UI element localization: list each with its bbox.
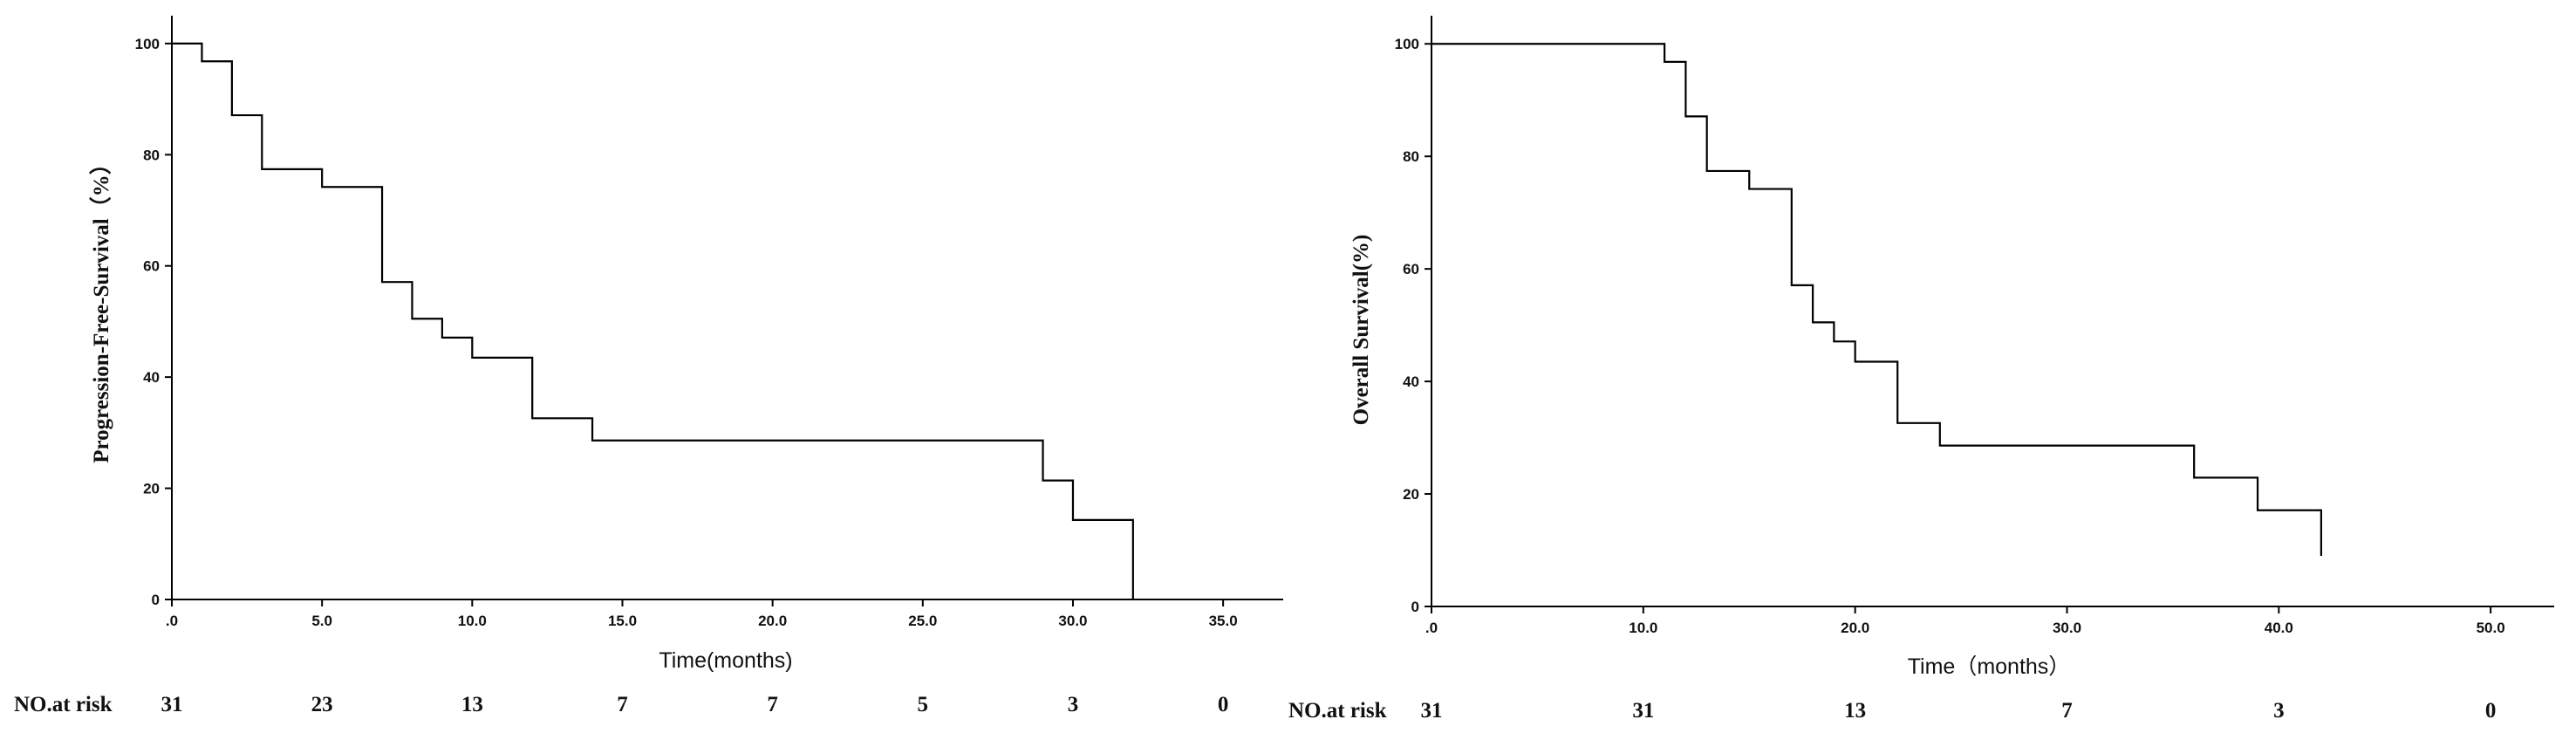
os-y-tick-label: 60 [1403, 261, 1419, 277]
pfs-risk-value: 13 [461, 693, 483, 716]
pfs-y-tick-label: 80 [143, 147, 160, 163]
os-x-tick-label: 20.0 [1841, 620, 1869, 636]
os-x-tick-label: 10.0 [1629, 620, 1657, 636]
os-y-tick-label: 0 [1411, 599, 1419, 615]
pfs-y-axis-title: Progression-Free-Survival（%） [88, 153, 113, 463]
os-risk-value: 0 [2485, 699, 2497, 723]
os-x-tick-label: 30.0 [2053, 620, 2081, 636]
os-x-tick-label: 50.0 [2477, 620, 2505, 636]
pfs-risk-value: 0 [1218, 693, 1229, 716]
os-risk-value: 31 [1632, 699, 1654, 723]
os-x-tick-label: .0 [1425, 620, 1438, 636]
pfs-y-tick-label: 0 [152, 592, 160, 608]
pfs-x-tick-label: 30.0 [1058, 613, 1087, 629]
pfs-y-tick-label: 60 [143, 258, 160, 275]
pfs-x-tick-label: 5.0 [311, 613, 332, 629]
pfs-x-tick-label: 10.0 [458, 613, 487, 629]
os-risk-value: 7 [2061, 699, 2073, 723]
pfs-x-axis-title: Time(months) [659, 648, 792, 673]
pfs-y-tick-label: 20 [143, 481, 160, 497]
os-y-tick-label: 80 [1403, 148, 1419, 165]
os-chart: 0 20 40 60 80 100 .0 10.0 20.0 30.0 40.0 50.0 Over… [1288, 16, 2554, 723]
pfs-risk-table-label: NO.at risk [14, 693, 113, 716]
pfs-x-tick-label: 15.0 [608, 613, 637, 629]
pfs-survival-curve [172, 42, 1134, 599]
os-y-tick-label: 100 [1395, 36, 1419, 52]
os-y-tick-label: 40 [1403, 373, 1419, 390]
os-risk-value: 13 [1844, 699, 1866, 723]
pfs-risk-value: 5 [918, 693, 929, 716]
os-risk-table-label: NO.at risk [1288, 699, 1387, 723]
os-y-tick-label: 20 [1403, 486, 1419, 503]
pfs-x-tick-label: 25.0 [908, 613, 937, 629]
pfs-risk-value: 23 [311, 693, 333, 716]
pfs-x-tick-label: .0 [166, 613, 178, 629]
pfs-x-tick-label: 20.0 [758, 613, 787, 629]
pfs-risk-value: 7 [767, 693, 778, 716]
os-risk-value: 3 [2273, 699, 2285, 723]
os-x-tick-label: 40.0 [2265, 620, 2293, 636]
os-x-axis-title: Time（months） [1908, 654, 2071, 679]
pfs-risk-value: 7 [617, 693, 628, 716]
pfs-x-tick-label: 35.0 [1209, 613, 1238, 629]
pfs-risk-value: 3 [1068, 693, 1079, 716]
pfs-risk-value: 31 [161, 693, 183, 716]
os-risk-value: 31 [1421, 699, 1443, 723]
pfs-y-tick-label: 100 [135, 36, 160, 52]
pfs-y-tick-label: 40 [143, 369, 160, 386]
os-y-axis-title: Overall Survival(%) [1349, 235, 1373, 426]
os-survival-curve [1431, 43, 2322, 556]
